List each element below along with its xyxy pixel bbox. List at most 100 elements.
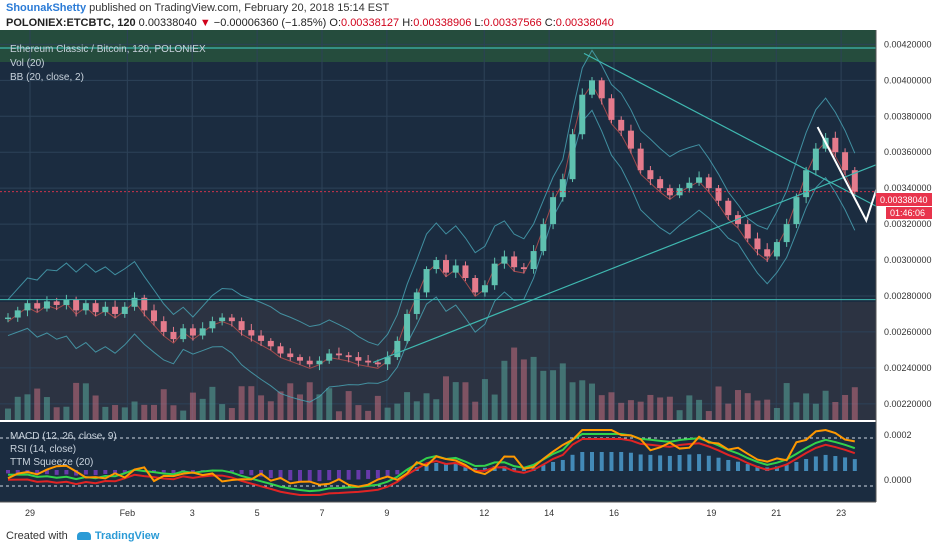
volume-bar — [14, 396, 21, 420]
candle-body — [248, 330, 255, 336]
ttm-bar — [356, 470, 361, 480]
volume-bar — [423, 393, 430, 420]
candle-body — [297, 357, 303, 361]
candle-body — [793, 197, 800, 225]
candle-body — [764, 249, 771, 257]
ttm-bar — [706, 455, 711, 471]
ttm-bar — [434, 463, 439, 471]
volume-bar — [647, 394, 654, 420]
ttm-bar — [755, 465, 760, 471]
ttm-bar — [658, 455, 663, 471]
candle-body — [14, 310, 21, 318]
ttm-bar — [113, 470, 118, 475]
volume-bar — [832, 401, 839, 420]
legend-rsi: RSI (14, close) — [10, 444, 76, 455]
x-tick-label: 3 — [190, 508, 195, 518]
high-label: H: — [402, 17, 414, 29]
candle-body — [501, 256, 508, 264]
volume-bar — [715, 386, 722, 420]
volume-bar — [160, 389, 167, 420]
candle-body — [92, 303, 99, 313]
ttm-bar — [580, 452, 585, 471]
volume-bar — [598, 395, 605, 420]
volume-bars — [5, 347, 858, 420]
volume-bar — [121, 407, 128, 420]
candle-body — [238, 321, 245, 331]
candle-body — [345, 355, 352, 358]
ttm-bar — [609, 452, 614, 471]
footer: Created with TradingView — [6, 530, 159, 542]
author-link[interactable]: ShounakShetty — [6, 2, 87, 14]
volume-bar — [783, 383, 790, 420]
x-tick-label: 14 — [544, 508, 554, 518]
ttm-bar — [93, 470, 98, 476]
candle-body — [715, 188, 722, 201]
price-chart[interactable]: 0.00420000 0.00400000 0.00380000 0.00360000… — [0, 30, 932, 525]
price-axis[interactable] — [876, 30, 932, 502]
ttm-bar — [833, 456, 838, 471]
candle-body — [365, 360, 372, 363]
candle-body — [627, 130, 634, 149]
candle-body — [73, 299, 80, 311]
last-price: 0.00338040 — [138, 17, 197, 29]
volume-bar — [579, 380, 586, 420]
volume-bar — [481, 379, 488, 420]
ttm-bar — [560, 459, 565, 471]
candle-body — [189, 328, 196, 336]
y-tick-label: 0.00320000 — [884, 219, 932, 229]
volume-bar — [248, 386, 255, 420]
volume-bar — [102, 406, 109, 420]
volume-bar — [764, 399, 771, 420]
y-axis-ticks: 0.00420000 0.00400000 0.00380000 0.00360000… — [884, 39, 932, 408]
candle-body — [82, 303, 89, 311]
volume-bar — [228, 408, 235, 420]
ttm-bar — [473, 467, 478, 471]
candle-body — [258, 335, 265, 341]
ttm-bar — [463, 465, 468, 471]
ttm-bar — [161, 470, 166, 473]
ttm-bar — [288, 470, 293, 481]
candle-body — [851, 170, 858, 192]
svg-text:0.0002: 0.0002 — [884, 430, 912, 440]
candle-body — [5, 317, 11, 320]
ttm-bar — [307, 470, 312, 482]
candle-body — [43, 301, 50, 309]
volume-bar — [413, 401, 420, 420]
legend-bb: BB (20, close, 2) — [10, 72, 84, 83]
legend-vol: Vol (20) — [10, 58, 44, 69]
volume-bar — [24, 394, 31, 420]
volume-bar — [637, 401, 644, 420]
x-tick-label: Feb — [120, 508, 136, 518]
volume-bar — [219, 404, 226, 420]
volume-bar — [569, 382, 576, 420]
ttm-bar — [619, 452, 624, 471]
ttm-bar — [638, 454, 643, 471]
ttm-bar — [599, 452, 604, 471]
volume-bar — [355, 405, 362, 420]
ttm-bar — [268, 470, 273, 478]
candle-body — [209, 321, 216, 329]
volume-bar — [744, 393, 751, 420]
volume-bar — [520, 359, 527, 420]
ttm-bar — [521, 468, 526, 471]
volume-bar — [151, 404, 157, 420]
volume-bar — [131, 401, 138, 420]
candle-body — [618, 119, 625, 131]
candle-body — [413, 292, 420, 314]
bb-basis — [7, 83, 856, 369]
volume-bar — [559, 363, 566, 420]
ttm-bar — [687, 454, 692, 471]
ttm-bar — [15, 470, 20, 474]
volume-bar — [404, 392, 411, 420]
volume-bar — [180, 410, 187, 420]
candle-body — [481, 285, 488, 293]
volume-bar — [53, 407, 60, 420]
y-tick-label: 0.00380000 — [884, 111, 932, 121]
time-axis[interactable] — [0, 502, 932, 525]
rsi-line — [7, 428, 855, 488]
candle-body — [141, 297, 148, 311]
volume-bar — [258, 395, 265, 420]
ttm-bar — [171, 470, 176, 474]
volume-bar — [82, 383, 89, 420]
tradingview-brand[interactable]: TradingView — [94, 530, 160, 542]
